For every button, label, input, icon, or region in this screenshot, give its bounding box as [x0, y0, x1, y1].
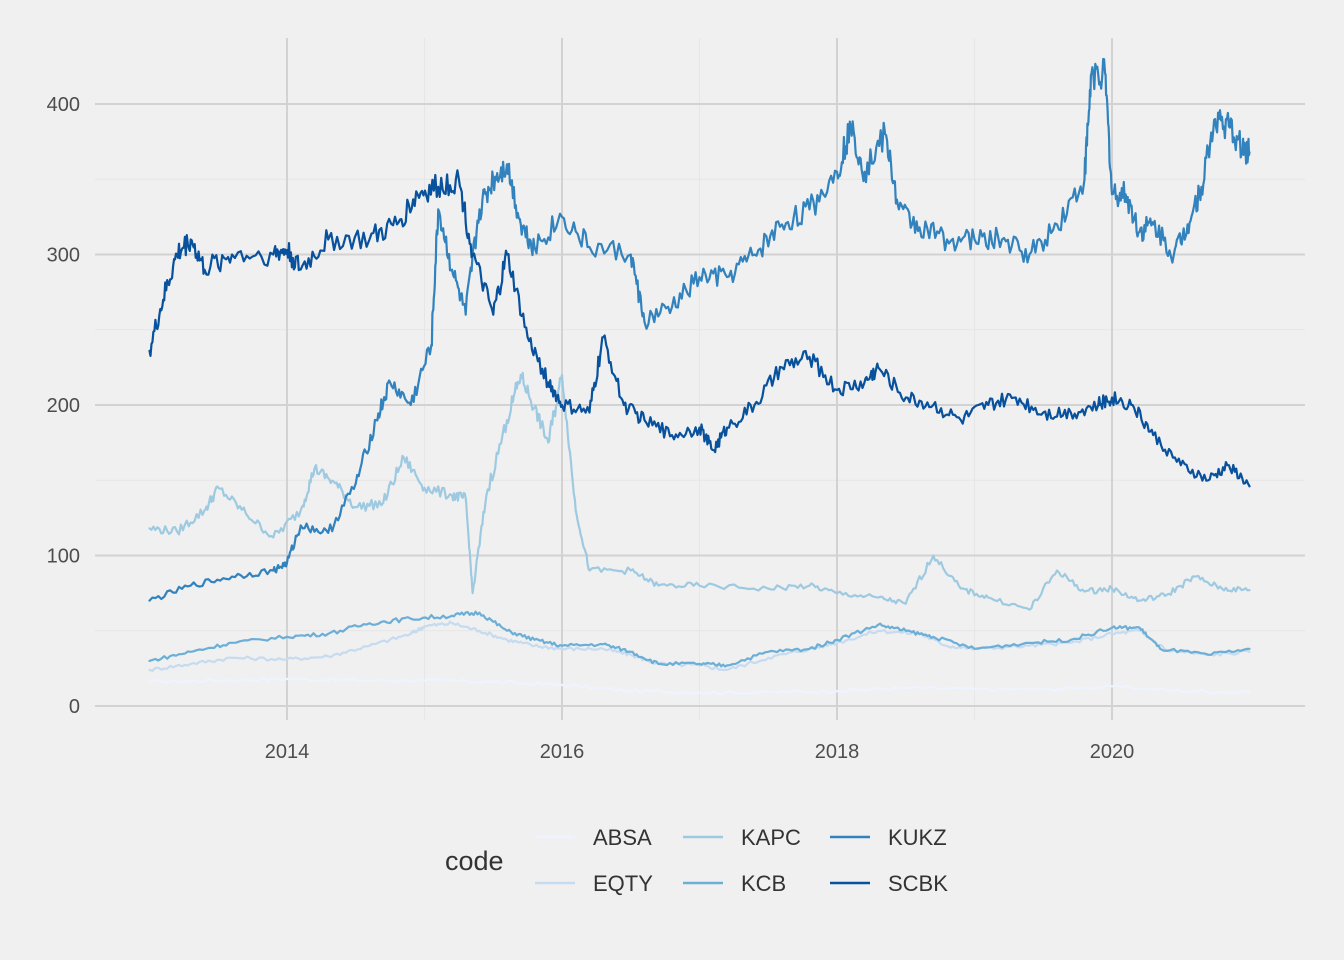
- x-tick-label: 2014: [265, 741, 310, 763]
- y-tick-label: 400: [47, 94, 80, 116]
- legend: code ABSA EQTY KAPC KCB KUKZ SCBK: [445, 825, 948, 896]
- legend-label-kcb: KCB: [741, 871, 786, 896]
- legend-title: code: [445, 846, 504, 876]
- x-tick-label: 2016: [540, 741, 585, 763]
- legend-label-eqty: EQTY: [593, 871, 653, 896]
- series-line-kukz: [148, 57, 1251, 602]
- legend-label-scbk: SCBK: [888, 871, 948, 896]
- legend-label-absa: ABSA: [593, 825, 652, 850]
- series-line-scbk: [148, 169, 1251, 488]
- y-axis-ticks: 0 100 200 300 400: [47, 94, 80, 718]
- y-tick-label: 0: [69, 696, 80, 718]
- y-tick-label: 200: [47, 395, 80, 417]
- x-axis-ticks: 2014 2016 2018 2020: [265, 741, 1135, 763]
- x-tick-label: 2018: [815, 741, 860, 763]
- y-tick-label: 300: [47, 245, 80, 267]
- legend-label-kukz: KUKZ: [888, 825, 947, 850]
- series-lines: [148, 57, 1251, 696]
- x-tick-label: 2020: [1090, 741, 1135, 763]
- legend-label-kapc: KAPC: [741, 825, 801, 850]
- series-line-absa: [148, 676, 1251, 696]
- series-line-kcb: [148, 610, 1251, 668]
- series-line-kapc: [148, 371, 1251, 611]
- y-tick-label: 100: [47, 546, 80, 568]
